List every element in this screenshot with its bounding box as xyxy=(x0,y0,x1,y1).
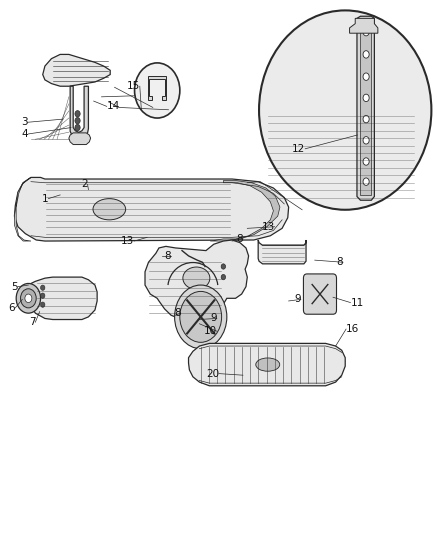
Text: 7: 7 xyxy=(29,317,35,327)
Polygon shape xyxy=(148,76,166,100)
Circle shape xyxy=(180,292,222,342)
FancyBboxPatch shape xyxy=(304,274,336,314)
Text: 15: 15 xyxy=(127,81,140,91)
Circle shape xyxy=(363,28,369,36)
Text: 5: 5 xyxy=(11,281,18,292)
Circle shape xyxy=(363,51,369,58)
Circle shape xyxy=(75,124,80,131)
Circle shape xyxy=(75,111,80,117)
Polygon shape xyxy=(145,240,249,319)
Circle shape xyxy=(363,94,369,102)
Circle shape xyxy=(221,274,226,280)
Polygon shape xyxy=(360,20,371,195)
Text: 6: 6 xyxy=(9,303,15,313)
Polygon shape xyxy=(258,240,306,264)
Text: 8: 8 xyxy=(165,251,171,261)
Text: 3: 3 xyxy=(21,117,28,127)
Circle shape xyxy=(75,117,80,124)
Circle shape xyxy=(175,285,227,349)
Circle shape xyxy=(134,63,180,118)
Polygon shape xyxy=(350,18,378,33)
Text: 4: 4 xyxy=(22,129,28,139)
Polygon shape xyxy=(188,343,345,386)
Text: 9: 9 xyxy=(294,294,301,304)
Circle shape xyxy=(41,285,45,290)
Text: 16: 16 xyxy=(346,324,359,334)
Circle shape xyxy=(363,158,369,165)
Text: 14: 14 xyxy=(107,101,120,111)
Ellipse shape xyxy=(259,11,431,210)
Circle shape xyxy=(221,264,226,269)
Text: 8: 8 xyxy=(237,234,243,244)
Text: 1: 1 xyxy=(42,193,48,204)
Text: 13: 13 xyxy=(121,236,134,246)
Text: 9: 9 xyxy=(210,313,217,324)
Text: 11: 11 xyxy=(350,297,364,308)
Text: 2: 2 xyxy=(81,179,88,189)
Polygon shape xyxy=(14,177,31,241)
Circle shape xyxy=(41,302,45,308)
Text: 10: 10 xyxy=(204,326,217,336)
Circle shape xyxy=(25,294,32,303)
Circle shape xyxy=(363,178,369,185)
Ellipse shape xyxy=(93,199,126,220)
Circle shape xyxy=(16,284,41,313)
Polygon shape xyxy=(70,86,88,138)
Polygon shape xyxy=(43,54,110,86)
Circle shape xyxy=(363,115,369,123)
Polygon shape xyxy=(357,16,374,200)
Circle shape xyxy=(41,293,45,298)
Text: 8: 8 xyxy=(336,257,343,267)
Circle shape xyxy=(363,136,369,144)
Polygon shape xyxy=(210,181,280,241)
Text: 12: 12 xyxy=(292,144,305,154)
Circle shape xyxy=(363,73,369,80)
Text: 8: 8 xyxy=(174,308,181,318)
Ellipse shape xyxy=(183,267,210,289)
Text: 20: 20 xyxy=(206,369,219,378)
Polygon shape xyxy=(14,177,289,241)
Polygon shape xyxy=(69,133,91,144)
Circle shape xyxy=(21,289,36,308)
Text: 13: 13 xyxy=(261,222,275,232)
Ellipse shape xyxy=(256,358,280,371)
Polygon shape xyxy=(28,277,97,319)
